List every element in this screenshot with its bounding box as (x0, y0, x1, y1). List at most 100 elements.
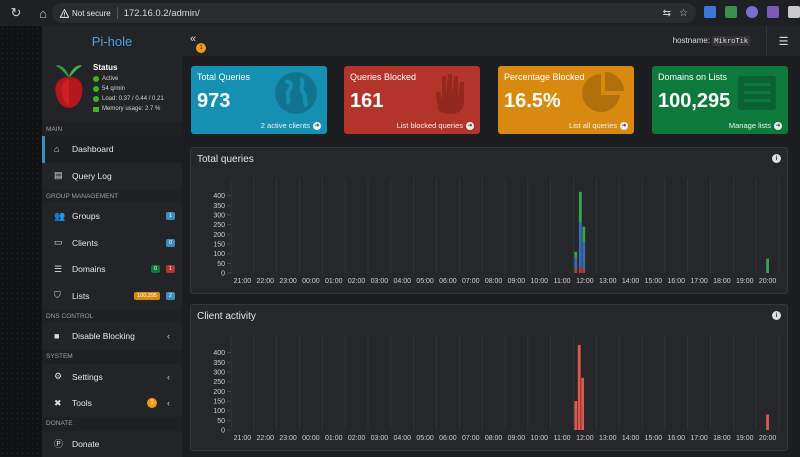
extension-icon-blue[interactable] (704, 6, 716, 18)
sidebar-item-tools[interactable]: ✖ Tools 1 ‹ (42, 390, 182, 417)
chart-bar (574, 251, 578, 258)
shield-icon: ⛉ (54, 290, 61, 301)
x-tick-label: 00:00 (302, 435, 320, 442)
y-tick-label: 0 (221, 428, 225, 435)
collapse-sidebar-icon[interactable]: « (190, 33, 197, 45)
translate-icon[interactable]: ⇆ (662, 7, 672, 19)
home-icon[interactable]: ⌂ (39, 5, 47, 21)
bookmark-star-icon[interactable]: ☆ (679, 7, 688, 19)
y-tick-label: 250 (213, 222, 225, 229)
stat-title: Total Queries (197, 72, 251, 82)
stat-value: 973 (197, 90, 231, 112)
client-activity-chart: 0 50 100 150 200 250 300 350 400 21:00 22:00 23:00 0… (213, 335, 780, 442)
sidebar-item-disable-blocking[interactable]: ■ Disable Blocking ‹ (42, 323, 182, 350)
sidebar-item-lists[interactable]: ⛉ Lists 100,295 2 (42, 283, 182, 310)
sidebar-item-donate[interactable]: Ⓟ Donate (42, 431, 182, 457)
url-separator (116, 7, 118, 19)
sidebar-item-label: Clients (72, 237, 98, 248)
x-tick-label: 13:00 (599, 278, 617, 285)
tools-notification-badge: 1 (147, 398, 157, 408)
y-tick-label: 150 (213, 242, 225, 249)
x-tick-label: 14:00 (622, 278, 640, 285)
section-donate: DONATE (42, 416, 182, 431)
sidebar-item-clients[interactable]: ▭ Clients 0 (42, 230, 182, 257)
status-load-text: Load: 0.37 / 0.44 / 0.21 (102, 96, 164, 102)
stat-queries-blocked: Queries Blocked 161 List blocked queries… (344, 66, 480, 134)
sidebar-item-query-log[interactable]: ▤ Query Log (42, 163, 182, 190)
extension-icon-purple[interactable] (767, 6, 779, 18)
url-text: 172.16.0.2/admin/ (123, 7, 200, 19)
reload-icon[interactable]: ↻ (10, 5, 22, 20)
y-tick-label: 200 (213, 389, 225, 396)
y-tick-label: 0 (221, 271, 225, 278)
x-tick-label: 19:00 (736, 278, 754, 285)
stat-domains-on-lists: Domains on Lists 100,295 Manage lists ➜ (652, 66, 788, 134)
menu-toggle-icon[interactable]: ☰ (766, 26, 800, 56)
browser-toolbar: ↻ ⌂ Not secure 172.16.0.2/admin/ ⇆ ☆ (0, 0, 800, 26)
top-header: « 1 hostname: MikroTik ☰ (182, 26, 800, 56)
status-memory: Memory usage: 2.7 % (93, 106, 160, 112)
tools-icon: ✖ (54, 397, 62, 408)
stat-link-blocked[interactable]: List blocked queries ➜ (397, 121, 474, 130)
extension-icon-grey[interactable] (788, 6, 800, 18)
stat-link-label: List all queries (569, 121, 617, 130)
section-system: SYSTEM (42, 349, 182, 364)
y-tick-label: 300 (213, 213, 225, 220)
security-indicator[interactable]: Not secure (52, 8, 117, 18)
sidebar-item-label: Dashboard (72, 144, 114, 155)
stat-value: 161 (350, 90, 384, 112)
x-tick-label: 21:00 (234, 435, 252, 442)
info-icon[interactable]: i (772, 154, 781, 163)
sidebar-item-dashboard[interactable]: ⌂ Dashboard (42, 136, 182, 163)
sidebar-item-label: Disable Blocking (72, 331, 135, 342)
x-tick-label: 04:00 (393, 435, 411, 442)
x-tick-label: 10:00 (530, 435, 548, 442)
chart-bar (582, 226, 586, 243)
sidebar-item-label: Query Log (72, 170, 112, 181)
x-tick-label: 03:00 (371, 278, 389, 285)
info-icon[interactable]: i (772, 311, 781, 320)
sidebar-item-domains[interactable]: ☰ Domains 0 1 (42, 256, 182, 283)
x-tick-label: 17:00 (690, 435, 708, 442)
chevron-left-icon: ‹ (167, 398, 170, 408)
hostname-label: hostname: (672, 36, 711, 45)
status-rate-text: 54 q/min (102, 86, 126, 92)
x-tick-label: 02:00 (348, 278, 366, 285)
chart-bar (574, 269, 578, 273)
notification-badge[interactable]: 1 (196, 43, 206, 53)
sidebar-item-settings[interactable]: ⚙ Settings ‹ (42, 364, 182, 391)
stat-link-manage-lists[interactable]: Manage lists ➜ (729, 121, 782, 130)
status-load: Load: 0.37 / 0.44 / 0.21 (93, 96, 164, 102)
list-alt-icon (738, 76, 776, 110)
status-active: Active (93, 76, 118, 82)
x-tick-label: 05:00 (416, 278, 434, 285)
x-tick-label: 12:00 (576, 278, 594, 285)
x-tick-label: 00:00 (302, 278, 320, 285)
address-bar[interactable]: Not secure 172.16.0.2/admin/ ⇆ ☆ (52, 3, 696, 23)
x-tick-label: 07:00 (462, 278, 480, 285)
chart-bar (578, 222, 582, 268)
sidebar: Pi-hole Status Active 54 q/min Load: 0.3… (42, 26, 182, 457)
x-tick-label: 08:00 (485, 278, 503, 285)
chart-bar (574, 257, 578, 270)
chart-bar (581, 377, 585, 430)
chart-bar (582, 269, 586, 273)
x-tick-label: 14:00 (622, 435, 640, 442)
extension-icon-green[interactable] (725, 6, 737, 18)
logo-text-prefix: Pi- (91, 33, 108, 49)
extension-icon-drop[interactable] (746, 6, 758, 18)
clients-count-badge: 0 (165, 238, 175, 247)
x-tick-label: 11:00 (554, 278, 571, 285)
y-tick-label: 400 (213, 350, 225, 357)
stat-value: 100,295 (658, 90, 731, 112)
x-tick-label: 02:00 (348, 435, 366, 442)
x-tick-label: 09:00 (508, 278, 526, 285)
stat-link-clients[interactable]: 2 active clients ➜ (261, 121, 321, 130)
sidebar-item-groups[interactable]: 👥 Groups 1 (42, 203, 182, 230)
stat-link-all-queries[interactable]: List all queries ➜ (569, 121, 628, 130)
load-dot-icon (93, 96, 99, 102)
app-logo[interactable]: Pi-hole (42, 26, 182, 56)
x-tick-label: 20:00 (759, 278, 777, 285)
stat-link-label: List blocked queries (396, 121, 463, 130)
x-tick-label: 09:00 (508, 435, 526, 442)
